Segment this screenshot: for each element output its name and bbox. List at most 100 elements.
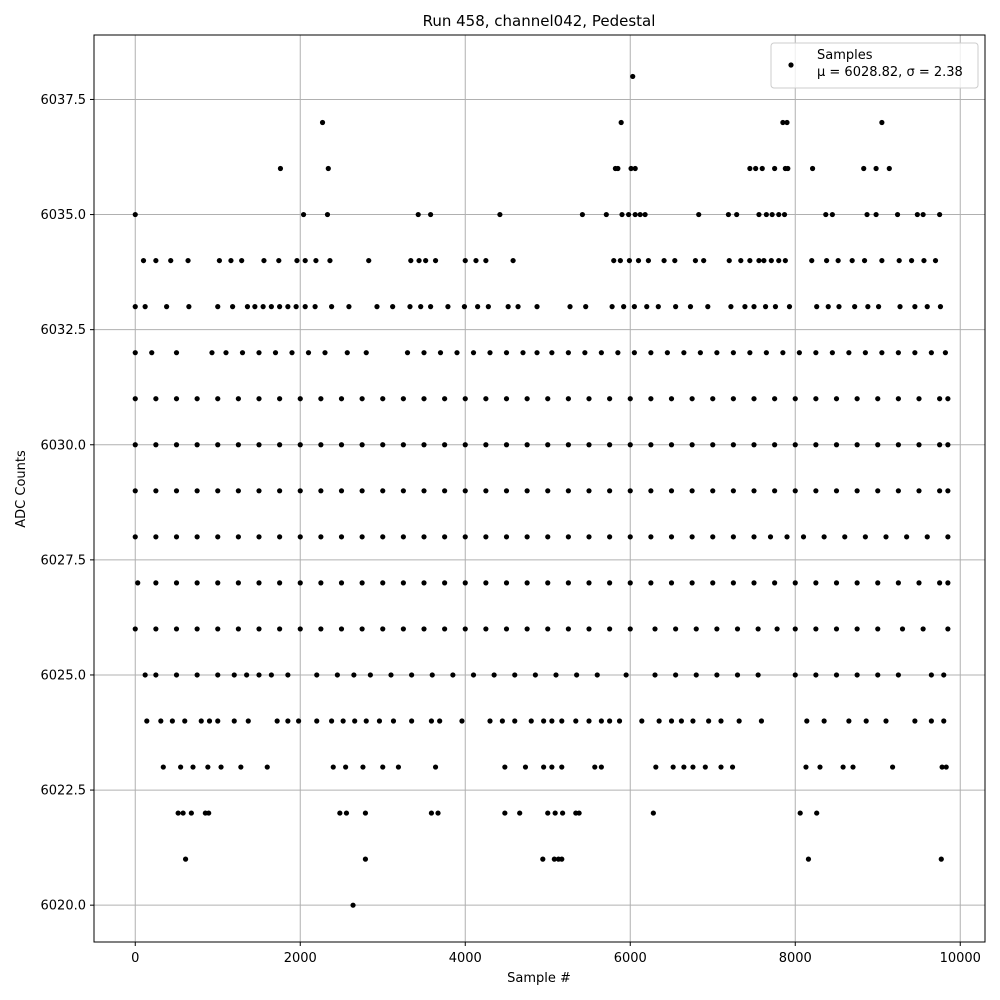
data-point [194, 580, 200, 586]
data-point [618, 119, 624, 126]
data-point [228, 257, 234, 264]
data-point [894, 211, 901, 218]
data-point [297, 488, 303, 494]
data-point [437, 718, 443, 724]
data-point [756, 257, 762, 264]
data-point [261, 257, 267, 264]
data-point [244, 304, 251, 310]
data-point [792, 488, 798, 494]
data-point [175, 810, 181, 816]
data-point [681, 764, 687, 770]
data-point [565, 626, 571, 632]
data-point [338, 534, 345, 540]
data-point [611, 257, 617, 264]
y-tick-label: 6035.0 [41, 208, 87, 223]
data-point [710, 580, 716, 586]
data-point [751, 304, 757, 310]
data-point [454, 350, 460, 356]
data-point [362, 810, 369, 816]
data-point [710, 442, 716, 448]
data-point [875, 488, 881, 494]
data-point [485, 304, 491, 310]
data-point [483, 442, 489, 448]
data-point [854, 442, 860, 448]
data-point [846, 718, 852, 724]
data-point [390, 718, 397, 724]
data-point [421, 626, 427, 632]
data-point [524, 626, 530, 632]
data-point [395, 764, 402, 770]
data-point [772, 580, 778, 586]
data-point [842, 534, 848, 540]
data-point [747, 257, 753, 264]
data-point [337, 810, 343, 816]
data-point [285, 672, 291, 678]
data-point [693, 672, 699, 678]
data-point [244, 672, 250, 678]
data-point [655, 304, 661, 310]
data-point [297, 442, 303, 448]
y-tick-label: 6027.5 [41, 553, 87, 568]
data-point [132, 488, 138, 494]
data-point [409, 672, 415, 678]
data-point [421, 488, 427, 494]
data-point [173, 488, 180, 494]
data-point [302, 257, 308, 264]
data-point [873, 165, 879, 172]
data-point [277, 165, 284, 172]
data-point [937, 396, 943, 402]
data-point [209, 350, 215, 356]
data-point [784, 119, 790, 126]
data-point [730, 488, 736, 494]
data-point [132, 626, 138, 632]
data-point [668, 580, 675, 586]
data-point [432, 257, 439, 264]
data-point [567, 304, 573, 310]
data-point [814, 810, 820, 816]
data-point [690, 764, 696, 770]
data-point [363, 718, 369, 724]
data-point [763, 350, 769, 356]
data-point [792, 442, 798, 448]
data-point [319, 119, 326, 126]
data-point [318, 626, 324, 632]
data-point [462, 396, 468, 402]
data-point [312, 304, 318, 310]
data-point [512, 672, 518, 678]
data-point [421, 580, 427, 586]
data-point [182, 718, 188, 724]
data-point [742, 304, 748, 310]
data-point [813, 350, 819, 356]
data-point [792, 672, 798, 678]
data-point [875, 304, 882, 310]
data-point [416, 257, 422, 264]
data-point [132, 442, 138, 448]
data-point [598, 350, 604, 356]
data-point [215, 580, 221, 586]
data-point [483, 580, 489, 586]
data-point [153, 580, 159, 586]
data-point [780, 350, 786, 356]
data-point [260, 304, 266, 310]
data-point [390, 304, 396, 310]
data-point [505, 304, 511, 310]
data-point [297, 396, 303, 402]
data-point [149, 350, 155, 356]
data-point [630, 73, 636, 80]
data-point [285, 304, 291, 310]
data-point [470, 672, 477, 678]
data-point [792, 396, 798, 402]
data-point [623, 672, 629, 678]
data-point [483, 534, 489, 540]
data-point [792, 626, 798, 632]
data-point [545, 626, 551, 632]
data-point [380, 580, 386, 586]
data-point [205, 764, 211, 770]
data-point [681, 350, 687, 356]
data-point [648, 442, 654, 448]
data-point [747, 165, 753, 172]
data-point [314, 672, 320, 678]
data-point [617, 257, 623, 264]
data-point [782, 257, 788, 264]
